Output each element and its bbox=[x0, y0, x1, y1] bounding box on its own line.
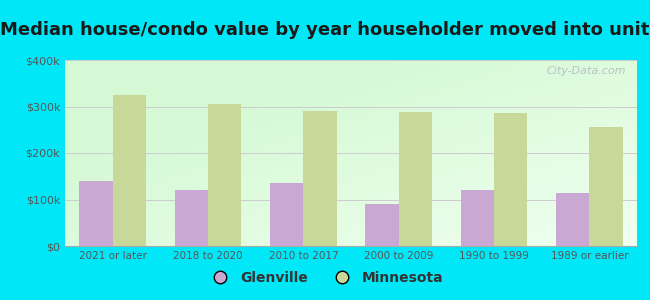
Bar bbox=[112, 95, 146, 246]
Bar bbox=[208, 104, 241, 246]
Bar bbox=[79, 181, 112, 246]
Bar bbox=[461, 190, 494, 246]
Bar bbox=[270, 183, 304, 246]
Text: City-Data.com: City-Data.com bbox=[546, 66, 625, 76]
Bar bbox=[398, 112, 432, 246]
Bar bbox=[365, 204, 398, 246]
Text: Median house/condo value by year householder moved into unit: Median house/condo value by year househo… bbox=[0, 21, 650, 39]
Bar bbox=[494, 113, 527, 246]
Bar bbox=[556, 193, 590, 246]
Bar bbox=[590, 128, 623, 246]
Bar bbox=[304, 111, 337, 246]
Legend: Glenville, Minnesota: Glenville, Minnesota bbox=[201, 265, 449, 290]
Bar bbox=[175, 190, 208, 246]
